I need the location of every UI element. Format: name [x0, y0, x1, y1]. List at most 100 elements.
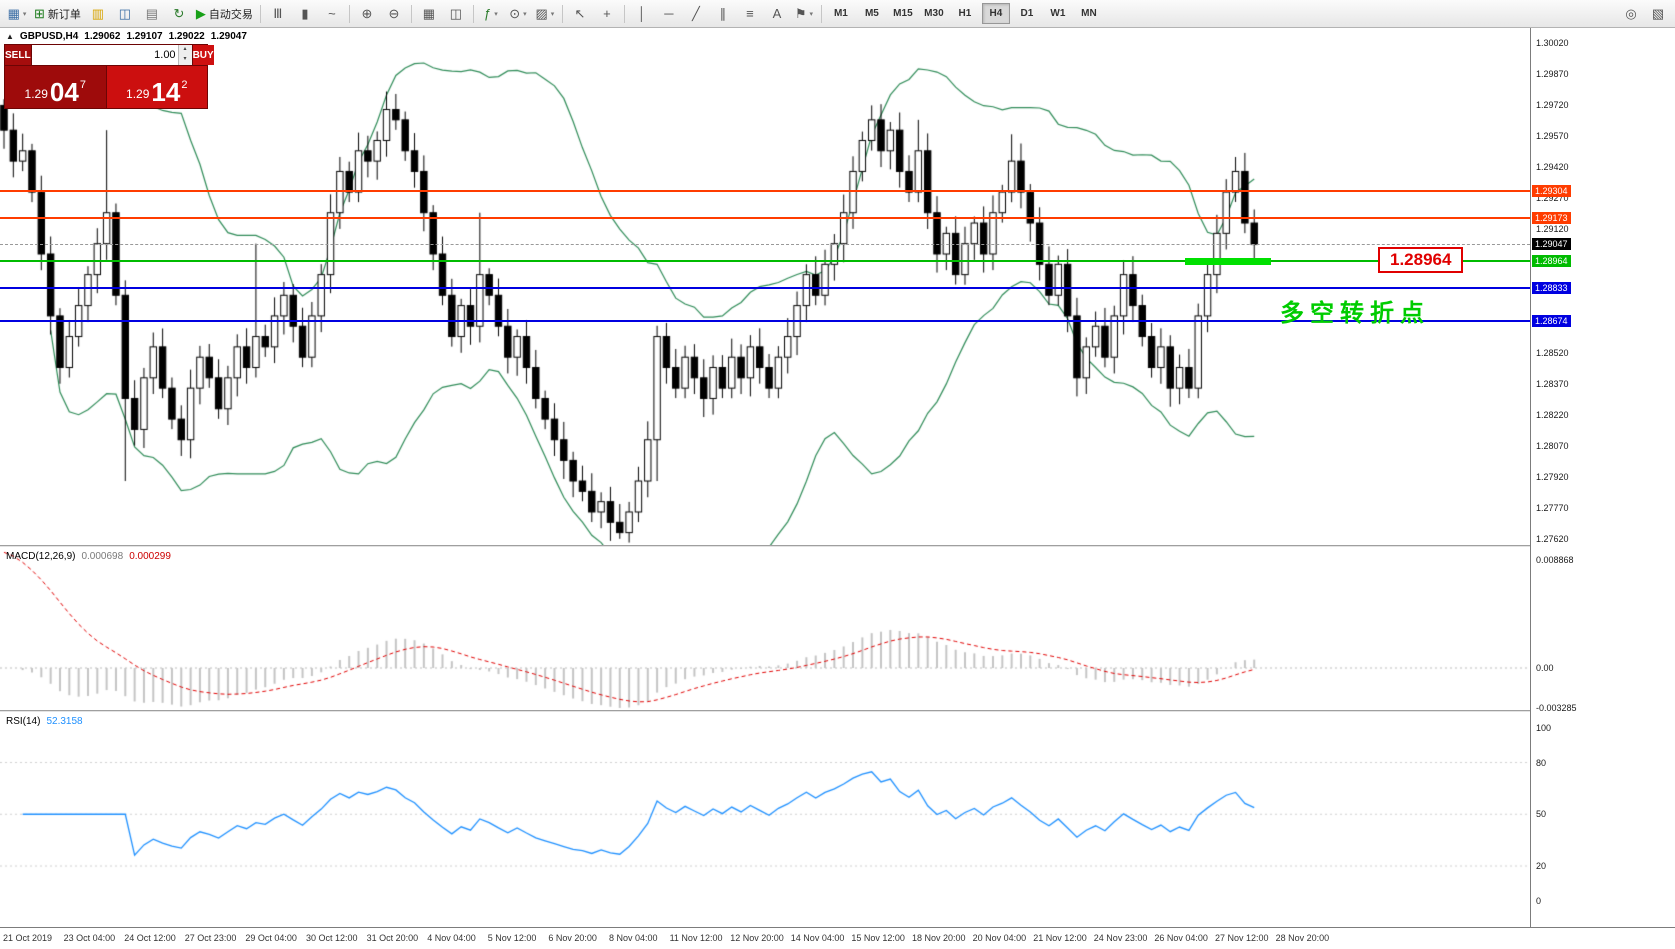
support-line-1[interactable] — [0, 287, 1530, 290]
trendline-button[interactable]: ╱ — [683, 3, 709, 25]
macd-panel-chart[interactable] — [0, 547, 1530, 710]
tile-windows-button[interactable]: ▦ — [416, 3, 442, 25]
resistance-line-2-tag: 1.29173 — [1532, 212, 1571, 225]
ohlc-close: 1.29047 — [210, 31, 247, 42]
autotrading-icon: ▶ — [195, 5, 206, 21]
sell-price-small: 1.29 — [24, 87, 48, 101]
equidistant-channel-icon: ∥ — [719, 5, 727, 21]
indicators-button[interactable]: ƒ ▾ — [478, 3, 504, 25]
navigator-button[interactable]: ▤ — [139, 3, 165, 25]
rsi-indicator-label: RSI(14) 52.3158 — [6, 716, 83, 727]
time-axis[interactable]: 21 Oct 2019 23 Oct 04:00 24 Oct 12:00 27 Oc… — [0, 927, 1675, 949]
pivot-highlight-segment[interactable] — [1185, 258, 1271, 266]
timeframe-m15[interactable]: M15 — [893, 8, 913, 19]
volume-decrease-button[interactable]: ▾ — [178, 55, 192, 65]
time-axis-label: 27 Nov 12:00 — [1215, 933, 1269, 943]
panel-divider-2[interactable] — [0, 710, 1675, 712]
bar-chart-button[interactable]: Ⅲ — [265, 3, 291, 25]
price-axis-column[interactable]: 1.30020 1.29870 1.29720 1.29570 1.29420 1.292… — [1530, 28, 1675, 949]
timeframe-mn[interactable]: MN — [1081, 8, 1097, 19]
zoom-in-button[interactable]: ⊕ — [354, 3, 380, 25]
sell-button[interactable]: SELL — [5, 45, 31, 65]
buy-price-big: 14 — [151, 77, 181, 107]
refresh-button[interactable]: ↻ — [166, 3, 192, 25]
toolbar-separator — [623, 4, 625, 23]
zoom-in-icon: ⊕ — [361, 5, 373, 21]
zoom-out-button[interactable]: ⊖ — [381, 3, 407, 25]
timeframe-m1[interactable]: M1 — [833, 8, 848, 19]
volume-increase-button[interactable]: ▴ — [178, 45, 192, 55]
buy-price-sup: 2 — [181, 79, 188, 91]
rsi-axis-label: 20 — [1536, 861, 1547, 871]
pivot-annotation-text[interactable]: 多空转折点 — [1280, 299, 1430, 328]
horizontal-line-button[interactable]: ─ — [656, 3, 682, 25]
resistance-line-2[interactable] — [0, 217, 1530, 220]
toolbar-separator — [259, 4, 261, 23]
pivot-line-tag: 1.28964 — [1532, 255, 1571, 268]
price-axis-label: 1.29120 — [1536, 224, 1569, 235]
toolbar-separator — [820, 4, 822, 23]
volume-control: ▴ ▾ — [31, 45, 192, 65]
time-axis-label: 5 Nov 12:00 — [487, 933, 537, 943]
rsi-panel-chart[interactable] — [0, 712, 1530, 927]
search-button[interactable]: ◎ — [1618, 3, 1644, 25]
support-line-2[interactable] — [0, 320, 1530, 323]
new-order-icon: ⊞ — [34, 5, 45, 21]
periods-button[interactable]: ⊙ ▾ — [505, 3, 531, 25]
bar-chart-icon: Ⅲ — [273, 5, 283, 21]
timeframe-d1[interactable]: D1 — [1020, 8, 1034, 19]
buy-button[interactable]: BUY — [192, 45, 214, 65]
buy-price-button[interactable]: 1.29 14 2 — [106, 66, 207, 108]
rsi-value: 52.3158 — [46, 716, 83, 727]
time-axis-label: 28 Nov 20:00 — [1275, 933, 1330, 943]
volume-input[interactable] — [31, 45, 178, 65]
timeframe-m30[interactable]: M30 — [924, 8, 944, 19]
resistance-line-1[interactable] — [0, 190, 1530, 193]
data-window-button[interactable]: ◫ — [112, 3, 138, 25]
volume-spinner: ▴ ▾ — [177, 45, 192, 65]
timeframe-h1[interactable]: H1 — [958, 8, 972, 19]
new-chart-button[interactable]: ▦ ▾ — [4, 3, 30, 25]
new-chart-icon: ▦ — [7, 5, 20, 21]
pivot-line[interactable] — [0, 260, 1530, 263]
cursor-icon: ↖ — [574, 5, 586, 21]
new-order-button[interactable]: ⊞ 新订单 — [31, 3, 84, 25]
crosshair-button[interactable]: + — [594, 3, 620, 25]
time-axis-label: 6 Nov 20:00 — [548, 933, 597, 943]
price-annotation-box[interactable]: 1.28964 — [1378, 247, 1464, 274]
market-watch-button[interactable]: ▥ — [85, 3, 111, 25]
autotrading-button-label: 自动交易 — [208, 8, 253, 21]
trade-panel-collapse-icon[interactable]: ▲ — [6, 32, 14, 41]
equidistant-channel-button[interactable]: ∥ — [710, 3, 736, 25]
main-price-chart[interactable] — [0, 28, 1530, 545]
crosshair-icon: + — [603, 6, 611, 21]
templates-button[interactable]: ▨ ▾ — [532, 3, 558, 25]
rsi-name: RSI(14) — [6, 716, 41, 727]
search-icon: ◎ — [1625, 5, 1637, 21]
time-axis-label: 29 Oct 04:00 — [245, 933, 297, 943]
timeframe-h4[interactable]: H4 — [981, 3, 1010, 24]
panel-divider-1[interactable] — [0, 545, 1675, 547]
rsi-axis-label: 100 — [1536, 723, 1552, 733]
timeframe-m5[interactable]: M5 — [864, 8, 879, 19]
price-axis-label: 1.29870 — [1536, 69, 1569, 80]
line-chart-button[interactable]: ~ — [319, 3, 345, 25]
auto-arrange-icon: ◫ — [449, 5, 463, 21]
candlestick-chart-button[interactable]: ▮ — [292, 3, 318, 25]
autotrading-button[interactable]: ▶ 自动交易 — [193, 3, 256, 25]
price-axis-label: 1.27620 — [1536, 533, 1569, 544]
layout-button[interactable]: ▧ — [1645, 3, 1671, 25]
timeframe-w1[interactable]: W1 — [1050, 8, 1066, 19]
rsi-axis-label: 50 — [1536, 809, 1547, 820]
arrow-button[interactable]: ⚑ ▾ — [791, 3, 817, 25]
auto-arrange-button[interactable]: ◫ — [443, 3, 469, 25]
buy-price-small: 1.29 — [126, 87, 150, 101]
dropdown-arrow-icon: ▾ — [22, 10, 27, 18]
vertical-line-button[interactable]: │ — [629, 3, 655, 25]
sell-price-button[interactable]: 1.29 04 7 — [5, 66, 106, 108]
text-button[interactable]: A — [764, 3, 790, 25]
macd-indicator-label: MACD(12,26,9) 0.000698 0.000299 — [6, 551, 171, 562]
fibonacci-button[interactable]: ≡ — [737, 3, 763, 25]
cursor-button[interactable]: ↖ — [567, 3, 593, 25]
